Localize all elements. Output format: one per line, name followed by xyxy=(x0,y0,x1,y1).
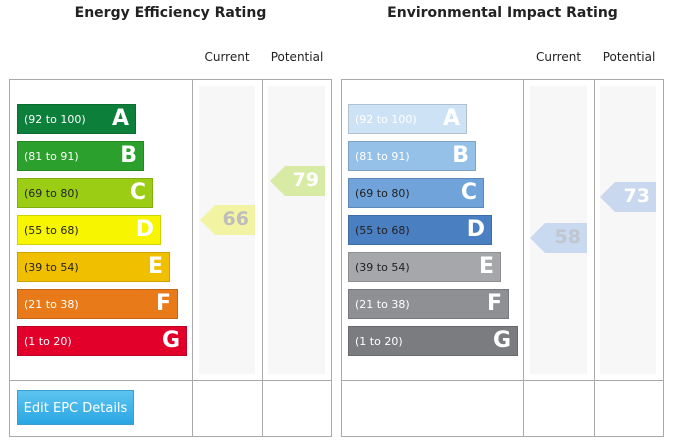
band-letter: A xyxy=(442,106,460,131)
divider xyxy=(262,79,263,437)
ei-band-b: (81 to 91) B xyxy=(348,141,476,171)
ei-band-d: (55 to 68) D xyxy=(348,215,492,245)
band-range: (39 to 54) xyxy=(24,261,79,274)
band-range: (69 to 80) xyxy=(355,187,410,200)
rating-value: 79 xyxy=(292,169,319,191)
rating-value: 73 xyxy=(623,185,650,207)
ee-band-e: (39 to 54) E xyxy=(17,252,170,282)
ee-band-g: (1 to 20) G xyxy=(17,326,187,356)
ee-band-f: (21 to 38) F xyxy=(17,289,178,319)
ei-potential-header: Potential xyxy=(602,50,656,64)
band-letter: E xyxy=(147,254,163,279)
band-range: (21 to 38) xyxy=(24,298,79,311)
ei-band-c: (69 to 80) C xyxy=(348,178,484,208)
band-range: (21 to 38) xyxy=(355,298,410,311)
divider xyxy=(9,380,332,381)
band-range: (1 to 20) xyxy=(355,335,403,348)
divider xyxy=(341,380,664,381)
band-range: (1 to 20) xyxy=(24,335,72,348)
ee-band-c: (69 to 80) C xyxy=(17,178,153,208)
ei-title: Environmental Impact Rating xyxy=(387,5,618,21)
band-letter: D xyxy=(466,217,485,242)
band-range: (69 to 80) xyxy=(24,187,79,200)
ei-band-f: (21 to 38) F xyxy=(348,289,509,319)
ei-current-header: Current xyxy=(535,50,582,64)
ee-potential-header: Potential xyxy=(270,50,324,64)
ei-potential-column xyxy=(600,86,656,374)
ee-current-header: Current xyxy=(204,50,250,64)
ei-panel xyxy=(341,79,664,437)
band-letter: C xyxy=(129,180,146,205)
divider xyxy=(192,79,193,437)
band-range: (55 to 68) xyxy=(24,224,79,237)
band-range: (92 to 100) xyxy=(24,113,86,126)
band-range: (92 to 100) xyxy=(355,113,417,126)
edit-epc-details-button[interactable]: Edit EPC Details xyxy=(17,390,134,425)
divider xyxy=(594,79,595,437)
ee-title: Energy Efficiency Rating xyxy=(74,5,267,21)
band-letter: B xyxy=(452,143,469,168)
band-range: (55 to 68) xyxy=(355,224,410,237)
band-letter: F xyxy=(486,291,502,316)
band-range: (81 to 91) xyxy=(24,150,79,163)
band-range: (39 to 54) xyxy=(355,261,410,274)
band-letter: C xyxy=(460,180,477,205)
ee-potential-column xyxy=(268,86,325,374)
band-letter: B xyxy=(120,143,137,168)
band-letter: E xyxy=(478,254,494,279)
band-letter: G xyxy=(161,328,180,353)
ei-band-e: (39 to 54) E xyxy=(348,252,501,282)
ei-band-a: (92 to 100) A xyxy=(348,104,467,134)
band-letter: A xyxy=(111,106,129,131)
ee-band-a: (92 to 100) A xyxy=(17,104,136,134)
rating-value: 66 xyxy=(222,208,249,230)
rating-value: 58 xyxy=(554,226,581,248)
ee-band-b: (81 to 91) B xyxy=(17,141,144,171)
band-letter: G xyxy=(492,328,511,353)
band-letter: D xyxy=(135,217,154,242)
ee-band-d: (55 to 68) D xyxy=(17,215,161,245)
band-range: (81 to 91) xyxy=(355,150,410,163)
divider xyxy=(523,79,524,437)
ei-band-g: (1 to 20) G xyxy=(348,326,518,356)
ee-panel xyxy=(9,79,332,437)
band-letter: F xyxy=(155,291,171,316)
